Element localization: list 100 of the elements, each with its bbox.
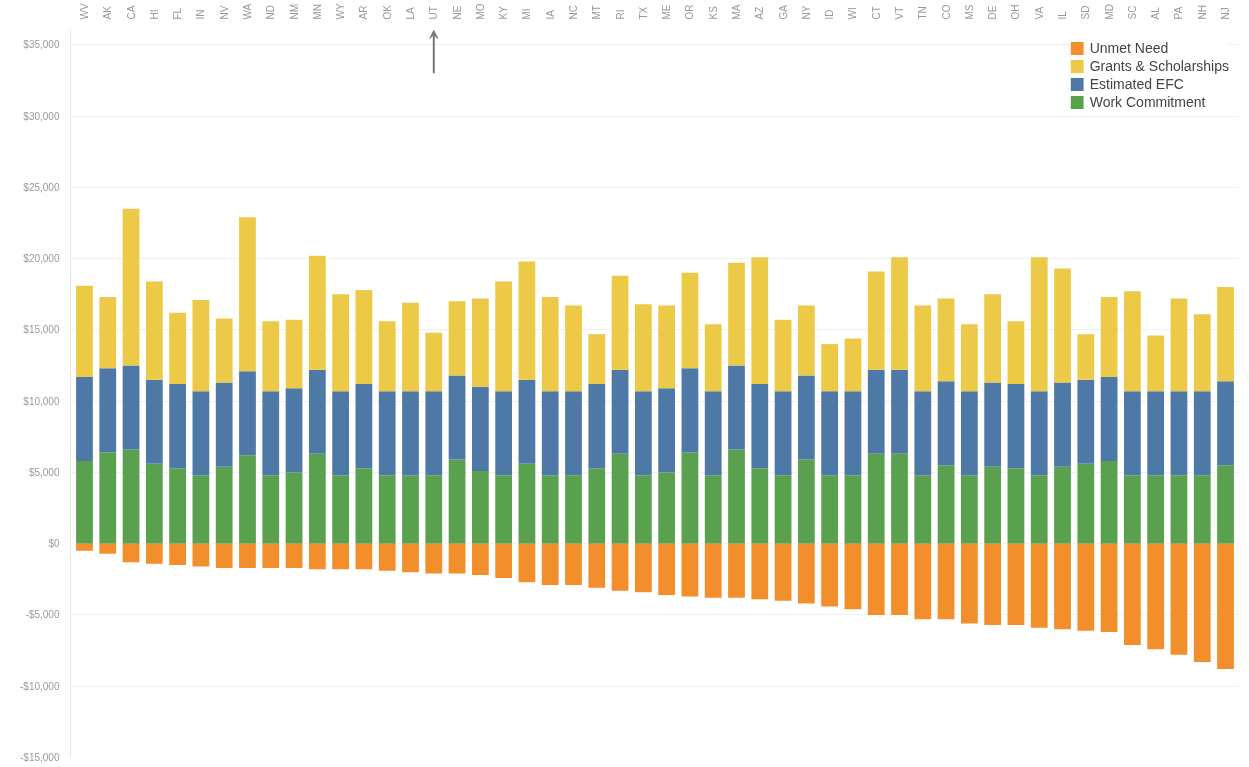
bar [215,382,233,467]
bar [1030,391,1048,476]
x-tick-label: VT [894,6,906,20]
bar [145,379,163,464]
bar [425,391,443,476]
bar [681,543,699,597]
bar [169,543,186,566]
x-tick-label: WV [78,3,90,20]
bar [960,475,978,544]
x-tick-label: HI [148,9,160,20]
x-tick-label: IA [544,9,556,20]
bar [541,543,559,586]
bar [960,324,978,392]
x-tick-label: MI [521,8,533,20]
x-tick-label: NY [800,5,812,20]
bar [937,298,955,382]
bar [471,298,489,387]
x-tick-label: UT [428,6,440,20]
bar [891,369,908,454]
x-tick-label: OK [381,4,393,20]
bar [541,391,559,476]
bar [76,376,93,461]
bar [1193,391,1211,476]
bar [774,475,792,544]
y-tick-label: $30,000 [23,110,60,122]
x-tick-label: NJ [1220,7,1232,20]
bar [169,312,186,385]
bar [1077,334,1095,380]
bar [1124,475,1141,544]
bar [215,318,233,383]
bar [1054,466,1071,544]
bar [565,305,582,392]
bar [1054,268,1071,383]
x-tick-label: MA [731,4,742,20]
bar [867,453,885,544]
bar [867,369,885,454]
bar [984,466,1002,544]
bar [471,470,489,544]
bar [192,543,210,567]
bar [797,375,815,460]
bar [1030,475,1048,544]
bar [1193,543,1211,662]
bar [145,543,163,564]
bar [658,543,676,595]
bar [751,468,769,544]
bar [495,475,513,544]
x-tick-label: TX [637,6,649,20]
bar [145,463,163,544]
bar [914,543,932,620]
x-tick-label: NE [451,5,463,20]
bar [262,321,280,392]
bar [1193,314,1211,392]
bar [1007,468,1025,544]
bar [1124,291,1141,392]
bar [425,543,443,574]
bar [518,463,536,544]
bar [378,475,396,544]
bar [1100,376,1118,461]
bar [425,332,443,392]
x-tick-label: CO [940,4,952,20]
x-tick-label: PA [1173,6,1185,20]
bar [448,301,466,376]
bar [495,543,513,578]
bar [1124,543,1141,645]
bar [239,217,256,372]
bar [1124,391,1141,476]
y-tick-label: -$15,000 [20,752,60,763]
bar [588,384,606,469]
bar [1147,475,1165,544]
bar [984,294,1002,383]
x-tick-label: KS [707,5,719,20]
bar [611,543,629,591]
bar [1147,335,1165,392]
x-tick-label: RI [614,9,626,20]
x-tick-label: NV [218,5,230,20]
bar [914,305,932,392]
bar [76,543,93,551]
bar [1170,298,1188,392]
x-tick-label: AR [358,5,370,20]
bar [774,391,792,476]
bar [565,543,582,586]
x-tick-label: NM [288,3,300,20]
bar [1170,543,1188,655]
x-tick-label: ID [824,9,836,20]
x-tick-label: WY [335,3,347,20]
y-tick-label: $15,000 [23,324,60,336]
bar [355,384,373,469]
bar [1007,321,1025,385]
bar [821,391,839,476]
x-tick-label: CA [125,5,137,20]
x-tick-label: MS [963,4,975,20]
bar [937,465,955,544]
bar [681,452,699,544]
bar [728,262,745,366]
x-tick-label: MD [1103,3,1115,20]
bar [681,368,699,453]
bar [1054,543,1071,630]
x-tick-label: DE [987,5,999,20]
x-tick-label: KY [498,5,510,20]
bar [611,453,629,544]
